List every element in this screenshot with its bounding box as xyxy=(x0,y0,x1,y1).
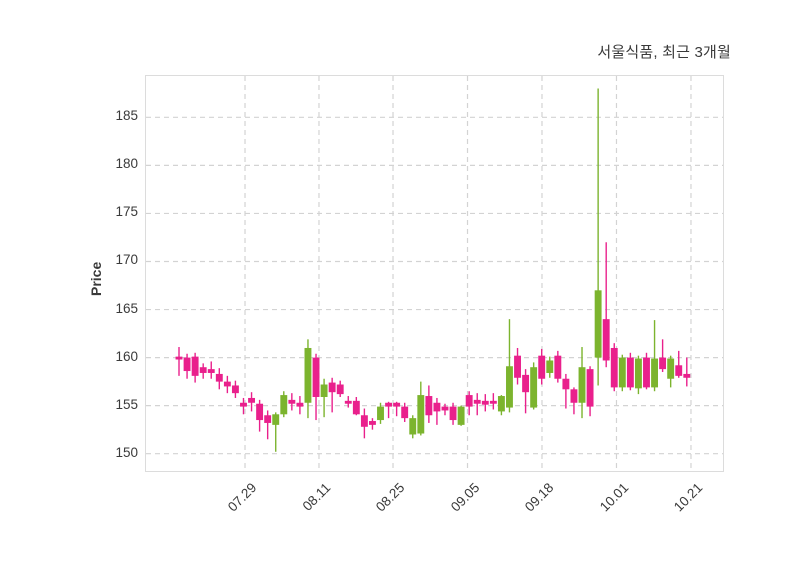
candle-body xyxy=(425,396,433,416)
candle-body xyxy=(570,389,578,403)
candle-body xyxy=(417,395,425,434)
candle-body xyxy=(457,406,465,425)
candle-body xyxy=(578,367,586,403)
candle-body xyxy=(594,290,602,358)
candle-body xyxy=(514,355,521,378)
candle-body xyxy=(497,396,505,412)
candle-body xyxy=(433,402,441,412)
candle-body xyxy=(264,415,272,423)
candle-body xyxy=(199,367,207,373)
candle-body xyxy=(409,418,417,435)
candle-body xyxy=(240,402,247,407)
y-tick-label: 155 xyxy=(115,396,138,412)
candle-body xyxy=(368,421,376,425)
candle-body xyxy=(481,400,489,405)
y-tick-label: 150 xyxy=(115,444,138,460)
candle-body xyxy=(231,385,239,394)
candle-body xyxy=(344,400,352,404)
candle-body xyxy=(554,355,562,379)
candle-body xyxy=(618,357,626,388)
x-tick-label: 10.21 xyxy=(671,480,706,515)
candle-body xyxy=(530,367,538,408)
candle-body xyxy=(538,355,546,379)
candle-body xyxy=(223,381,231,387)
x-tick-label: 09.18 xyxy=(522,480,557,515)
candle-body xyxy=(288,399,296,404)
y-tick-label: 175 xyxy=(115,204,138,220)
candle-body xyxy=(312,357,320,397)
candle-body xyxy=(659,357,667,370)
candle-body xyxy=(562,378,570,390)
y-tick-label: 165 xyxy=(115,300,138,316)
candle-body xyxy=(489,400,497,404)
candle-body xyxy=(320,384,328,397)
candle-body xyxy=(336,384,344,395)
candle-body xyxy=(377,406,384,421)
candle-body xyxy=(296,402,304,407)
candle-body xyxy=(449,406,457,421)
x-tick-label: 07.29 xyxy=(225,480,260,515)
candle-body xyxy=(352,400,360,415)
candle-body xyxy=(215,373,223,382)
y-tick-label: 180 xyxy=(115,156,138,172)
chart-title: 서울식품, 최근 3개월 xyxy=(597,44,731,61)
candle-body xyxy=(175,356,183,360)
candle-body xyxy=(473,399,481,404)
candle-body xyxy=(272,414,280,425)
y-tick-label: 170 xyxy=(115,252,138,268)
candle-body xyxy=(602,319,610,361)
candle-body xyxy=(506,366,513,408)
candle-body xyxy=(634,358,642,389)
candle-body xyxy=(360,415,368,427)
candle-body xyxy=(328,382,336,393)
candle-body xyxy=(626,357,634,388)
candle-body xyxy=(651,358,659,388)
plot-area xyxy=(145,75,724,472)
candle-body xyxy=(675,365,683,376)
candle-body xyxy=(667,358,675,379)
y-tick-label: 185 xyxy=(115,108,138,124)
candle-body xyxy=(191,356,199,376)
candle-body xyxy=(683,373,691,378)
y-tick-label: 160 xyxy=(115,348,138,364)
candlestick-chart xyxy=(146,76,723,471)
candle-body xyxy=(586,369,594,407)
candle-body xyxy=(441,406,449,411)
x-tick-label: 08.11 xyxy=(299,480,334,514)
candle-body xyxy=(207,369,215,373)
candle-body xyxy=(183,357,191,372)
candle-body xyxy=(385,402,393,407)
candle-body xyxy=(546,360,554,373)
candle-body xyxy=(610,347,618,388)
candle-body xyxy=(256,403,264,421)
candle-body xyxy=(643,357,650,388)
x-tick-label: 08.25 xyxy=(373,480,408,515)
candle-body xyxy=(280,395,288,415)
candle-body xyxy=(248,397,255,403)
candle-body xyxy=(465,395,473,407)
candle-body xyxy=(401,406,409,419)
x-tick-label: 10.01 xyxy=(596,480,632,515)
candle-body xyxy=(393,402,401,407)
candle-body xyxy=(522,374,530,393)
candle-body xyxy=(304,347,312,403)
x-tick-label: 09.05 xyxy=(447,480,483,515)
